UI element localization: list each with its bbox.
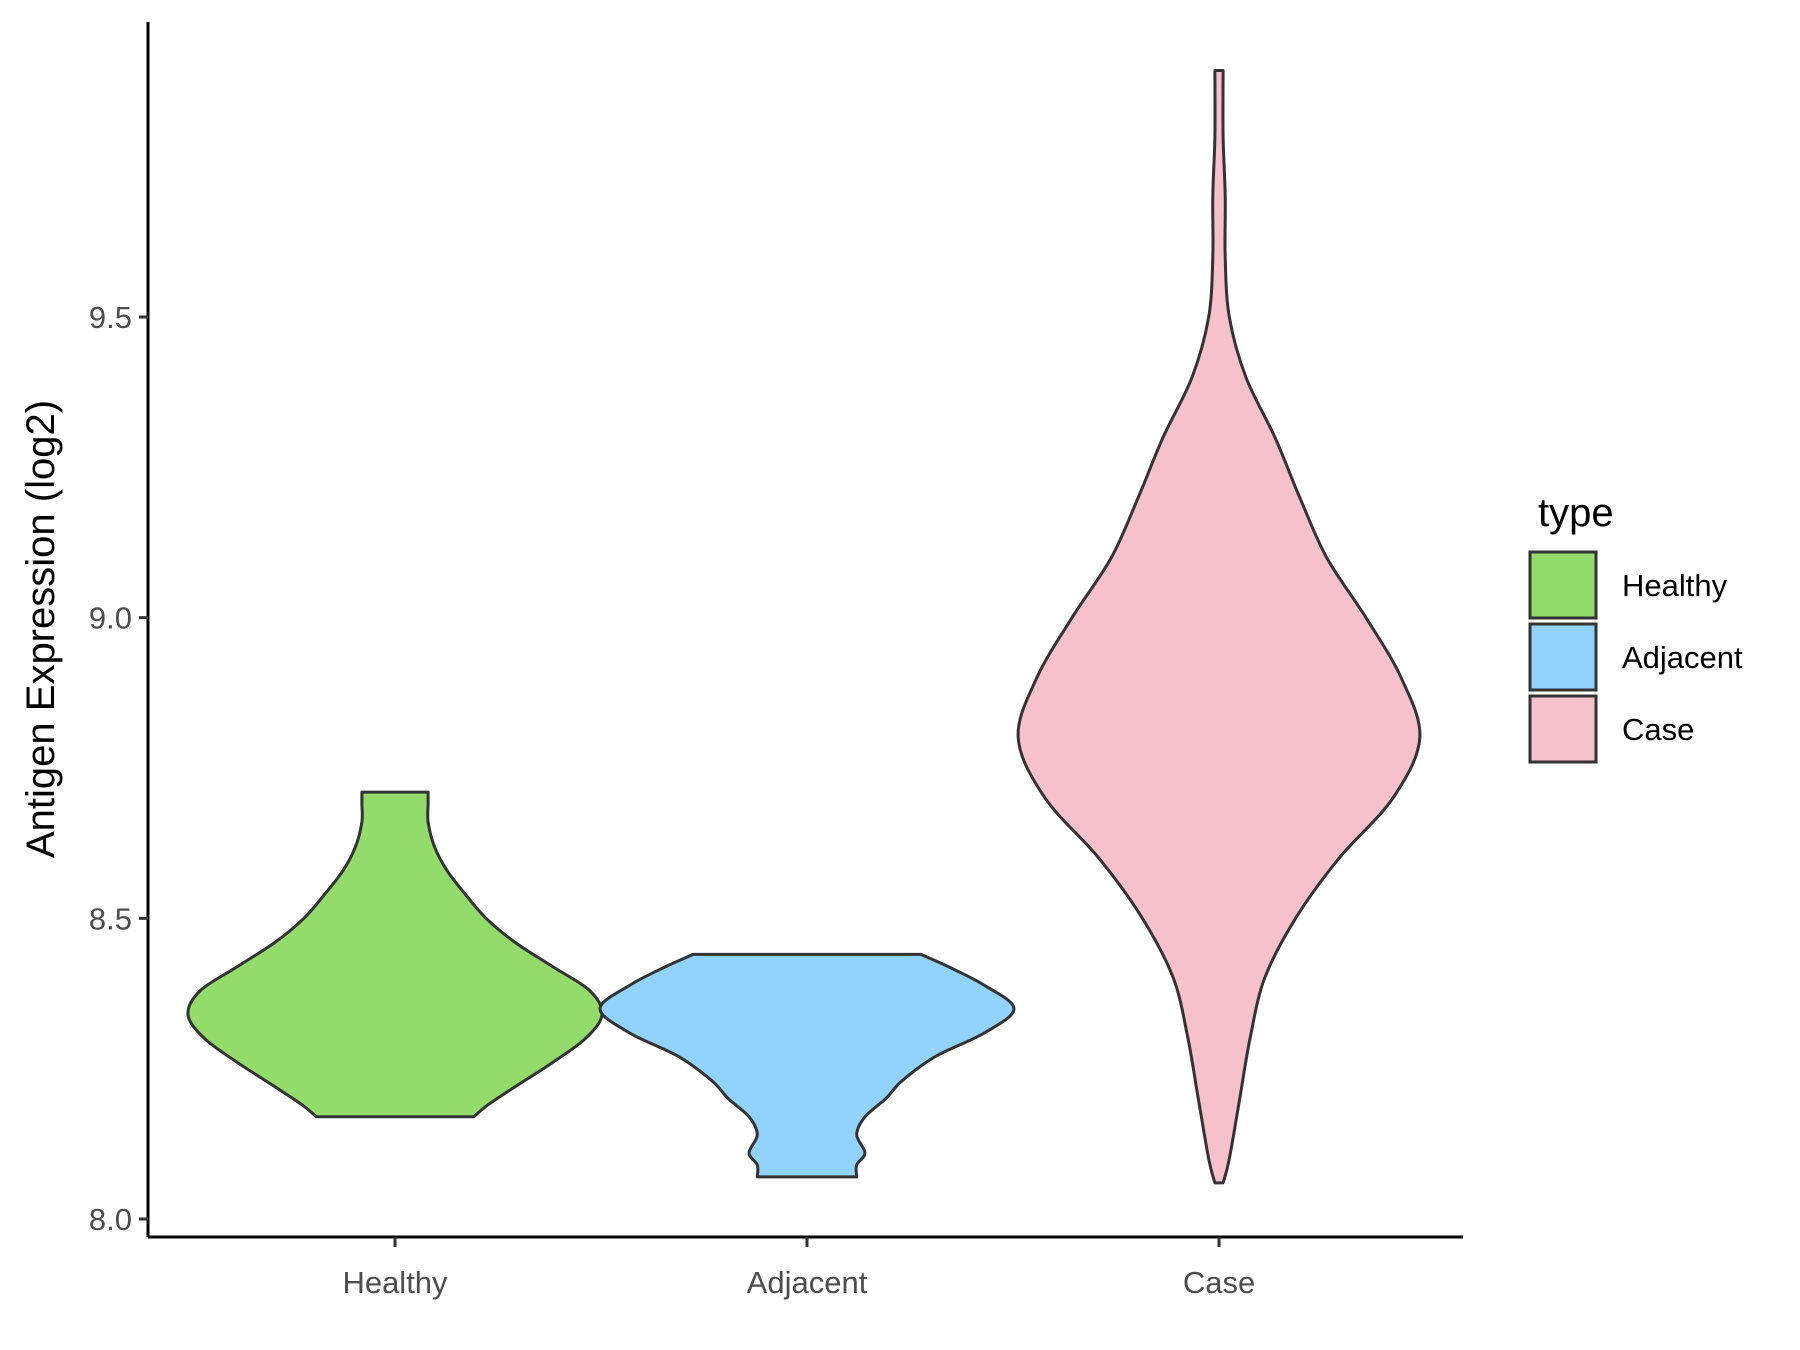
y-axis-title: Antigen Expression (log2) — [19, 400, 63, 858]
legend-label-healthy: Healthy — [1622, 568, 1728, 603]
y-tick-label: 9.0 — [89, 601, 132, 636]
legend-key-adjacent — [1528, 622, 1598, 692]
y-axis-ticks: 8.0 8.5 9.0 9.5 — [89, 300, 148, 1237]
y-tick-label: 8.0 — [89, 1202, 132, 1237]
x-tick-label: Case — [1183, 1265, 1255, 1300]
violin-healthy — [186, 790, 604, 1119]
legend-title: type — [1538, 491, 1614, 535]
legend-key-healthy — [1528, 550, 1598, 620]
legend-label-adjacent: Adjacent — [1622, 640, 1743, 675]
legend: type Healthy Adjacent Case — [1528, 491, 1743, 764]
violin-layer — [186, 69, 1422, 1185]
x-tick-label: Adjacent — [747, 1265, 868, 1300]
x-tick-label: Healthy — [342, 1265, 448, 1300]
violin-case — [1016, 69, 1422, 1185]
y-tick-label: 9.5 — [89, 300, 132, 335]
y-tick-label: 8.5 — [89, 901, 132, 936]
x-axis-ticks: Healthy Adjacent Case — [342, 1237, 1255, 1300]
legend-key-case — [1528, 694, 1598, 764]
violin-adjacent — [598, 952, 1016, 1179]
legend-label-case: Case — [1622, 712, 1694, 747]
